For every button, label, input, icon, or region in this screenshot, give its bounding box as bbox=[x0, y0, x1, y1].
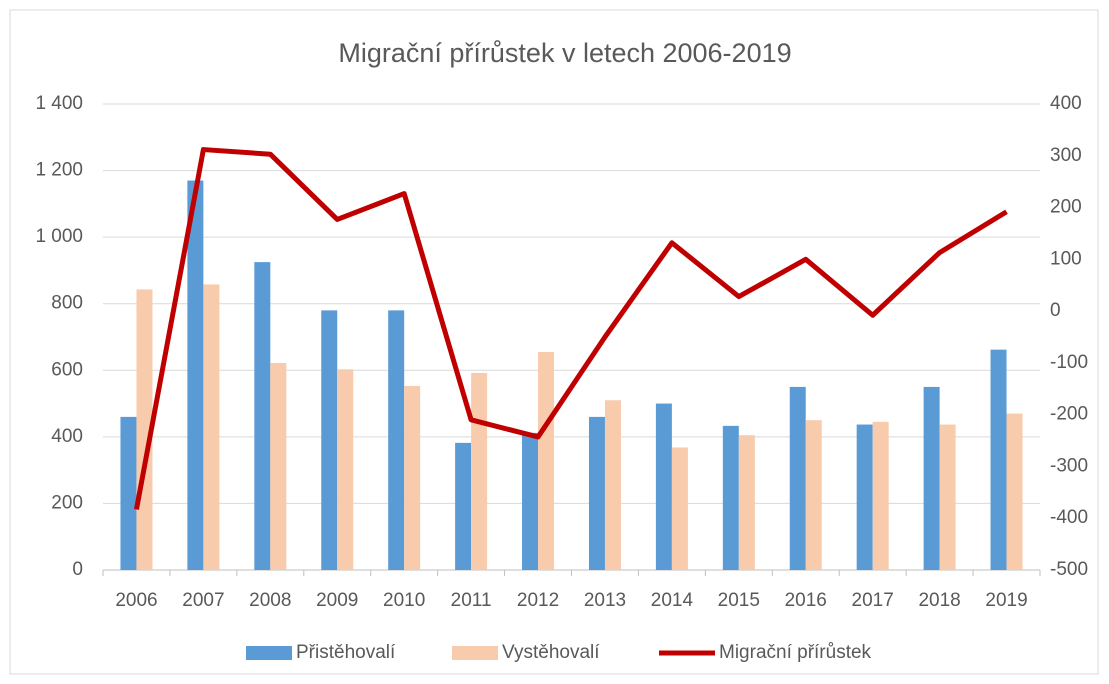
bar bbox=[538, 351, 555, 570]
x-tick-label: 2017 bbox=[852, 590, 894, 611]
y2-tick-label: 400 bbox=[1050, 93, 1082, 114]
x-tick-label: 2015 bbox=[718, 590, 760, 611]
legend-label: Migrační přírůstek bbox=[719, 642, 872, 663]
x-tick-label: 2011 bbox=[451, 590, 492, 611]
y-tick-label: 1 400 bbox=[35, 93, 83, 114]
bar bbox=[939, 424, 956, 570]
bar bbox=[388, 310, 405, 570]
x-tick-label: 2010 bbox=[383, 590, 425, 611]
y2-tick-label: 200 bbox=[1050, 197, 1082, 218]
bar bbox=[923, 386, 940, 570]
legend-label: Vystěhovalí bbox=[502, 642, 600, 663]
y-tick-label: 0 bbox=[72, 559, 83, 580]
x-tick-label: 2019 bbox=[985, 590, 1027, 611]
legend-swatch bbox=[452, 646, 498, 660]
y2-tick-label: 300 bbox=[1050, 145, 1082, 166]
y-tick-label: 1 200 bbox=[35, 160, 83, 181]
y-tick-label: 600 bbox=[51, 359, 83, 380]
bar bbox=[471, 372, 488, 570]
x-tick-label: 2009 bbox=[316, 590, 358, 611]
bar bbox=[270, 362, 287, 570]
x-tick-label: 2018 bbox=[918, 590, 960, 611]
bar bbox=[604, 400, 621, 570]
bar bbox=[455, 442, 472, 570]
bar bbox=[805, 420, 822, 570]
legend-label: Přistěhovalí bbox=[296, 642, 396, 663]
bar bbox=[872, 421, 889, 570]
bar bbox=[203, 284, 220, 570]
line bbox=[134, 147, 1008, 510]
bar bbox=[655, 403, 672, 570]
bar bbox=[789, 386, 806, 570]
x-tick-label: 2014 bbox=[651, 590, 694, 611]
y2-tick-label: -400 bbox=[1050, 507, 1088, 528]
bar bbox=[120, 416, 137, 570]
bar bbox=[671, 447, 688, 570]
y-tick-label: 1 000 bbox=[35, 226, 83, 247]
y2-tick-label: -500 bbox=[1050, 559, 1088, 580]
x-tick-label: 2008 bbox=[249, 590, 291, 611]
x-tick-label: 2012 bbox=[517, 590, 559, 611]
x-tick-label: 2006 bbox=[115, 590, 157, 611]
bar bbox=[1006, 413, 1023, 570]
chart-title: Migrační přírůstek v letech 2006-2019 bbox=[338, 38, 791, 68]
y2-tick-label: 0 bbox=[1050, 300, 1061, 321]
x-tick-label: 2016 bbox=[785, 590, 827, 611]
bar bbox=[738, 435, 755, 570]
y-tick-label: 800 bbox=[51, 293, 83, 314]
y-tick-label: 400 bbox=[51, 426, 83, 447]
bar bbox=[321, 310, 338, 570]
bar bbox=[722, 425, 739, 570]
bar bbox=[254, 262, 271, 570]
chart-frame bbox=[9, 9, 1099, 675]
bar bbox=[522, 432, 539, 570]
bar bbox=[337, 369, 354, 570]
y2-tick-label: -200 bbox=[1050, 404, 1088, 425]
bar bbox=[187, 180, 204, 571]
bar bbox=[990, 349, 1007, 570]
bar bbox=[588, 416, 605, 570]
bar bbox=[404, 385, 421, 570]
y2-tick-label: -300 bbox=[1050, 455, 1088, 476]
y2-tick-label: -100 bbox=[1050, 352, 1088, 373]
x-tick-label: 2007 bbox=[182, 590, 224, 611]
bar bbox=[856, 424, 873, 570]
y2-tick-label: 100 bbox=[1050, 248, 1082, 269]
legend-swatch bbox=[246, 646, 292, 660]
y-tick-label: 200 bbox=[51, 492, 83, 513]
x-tick-label: 2013 bbox=[584, 590, 626, 611]
